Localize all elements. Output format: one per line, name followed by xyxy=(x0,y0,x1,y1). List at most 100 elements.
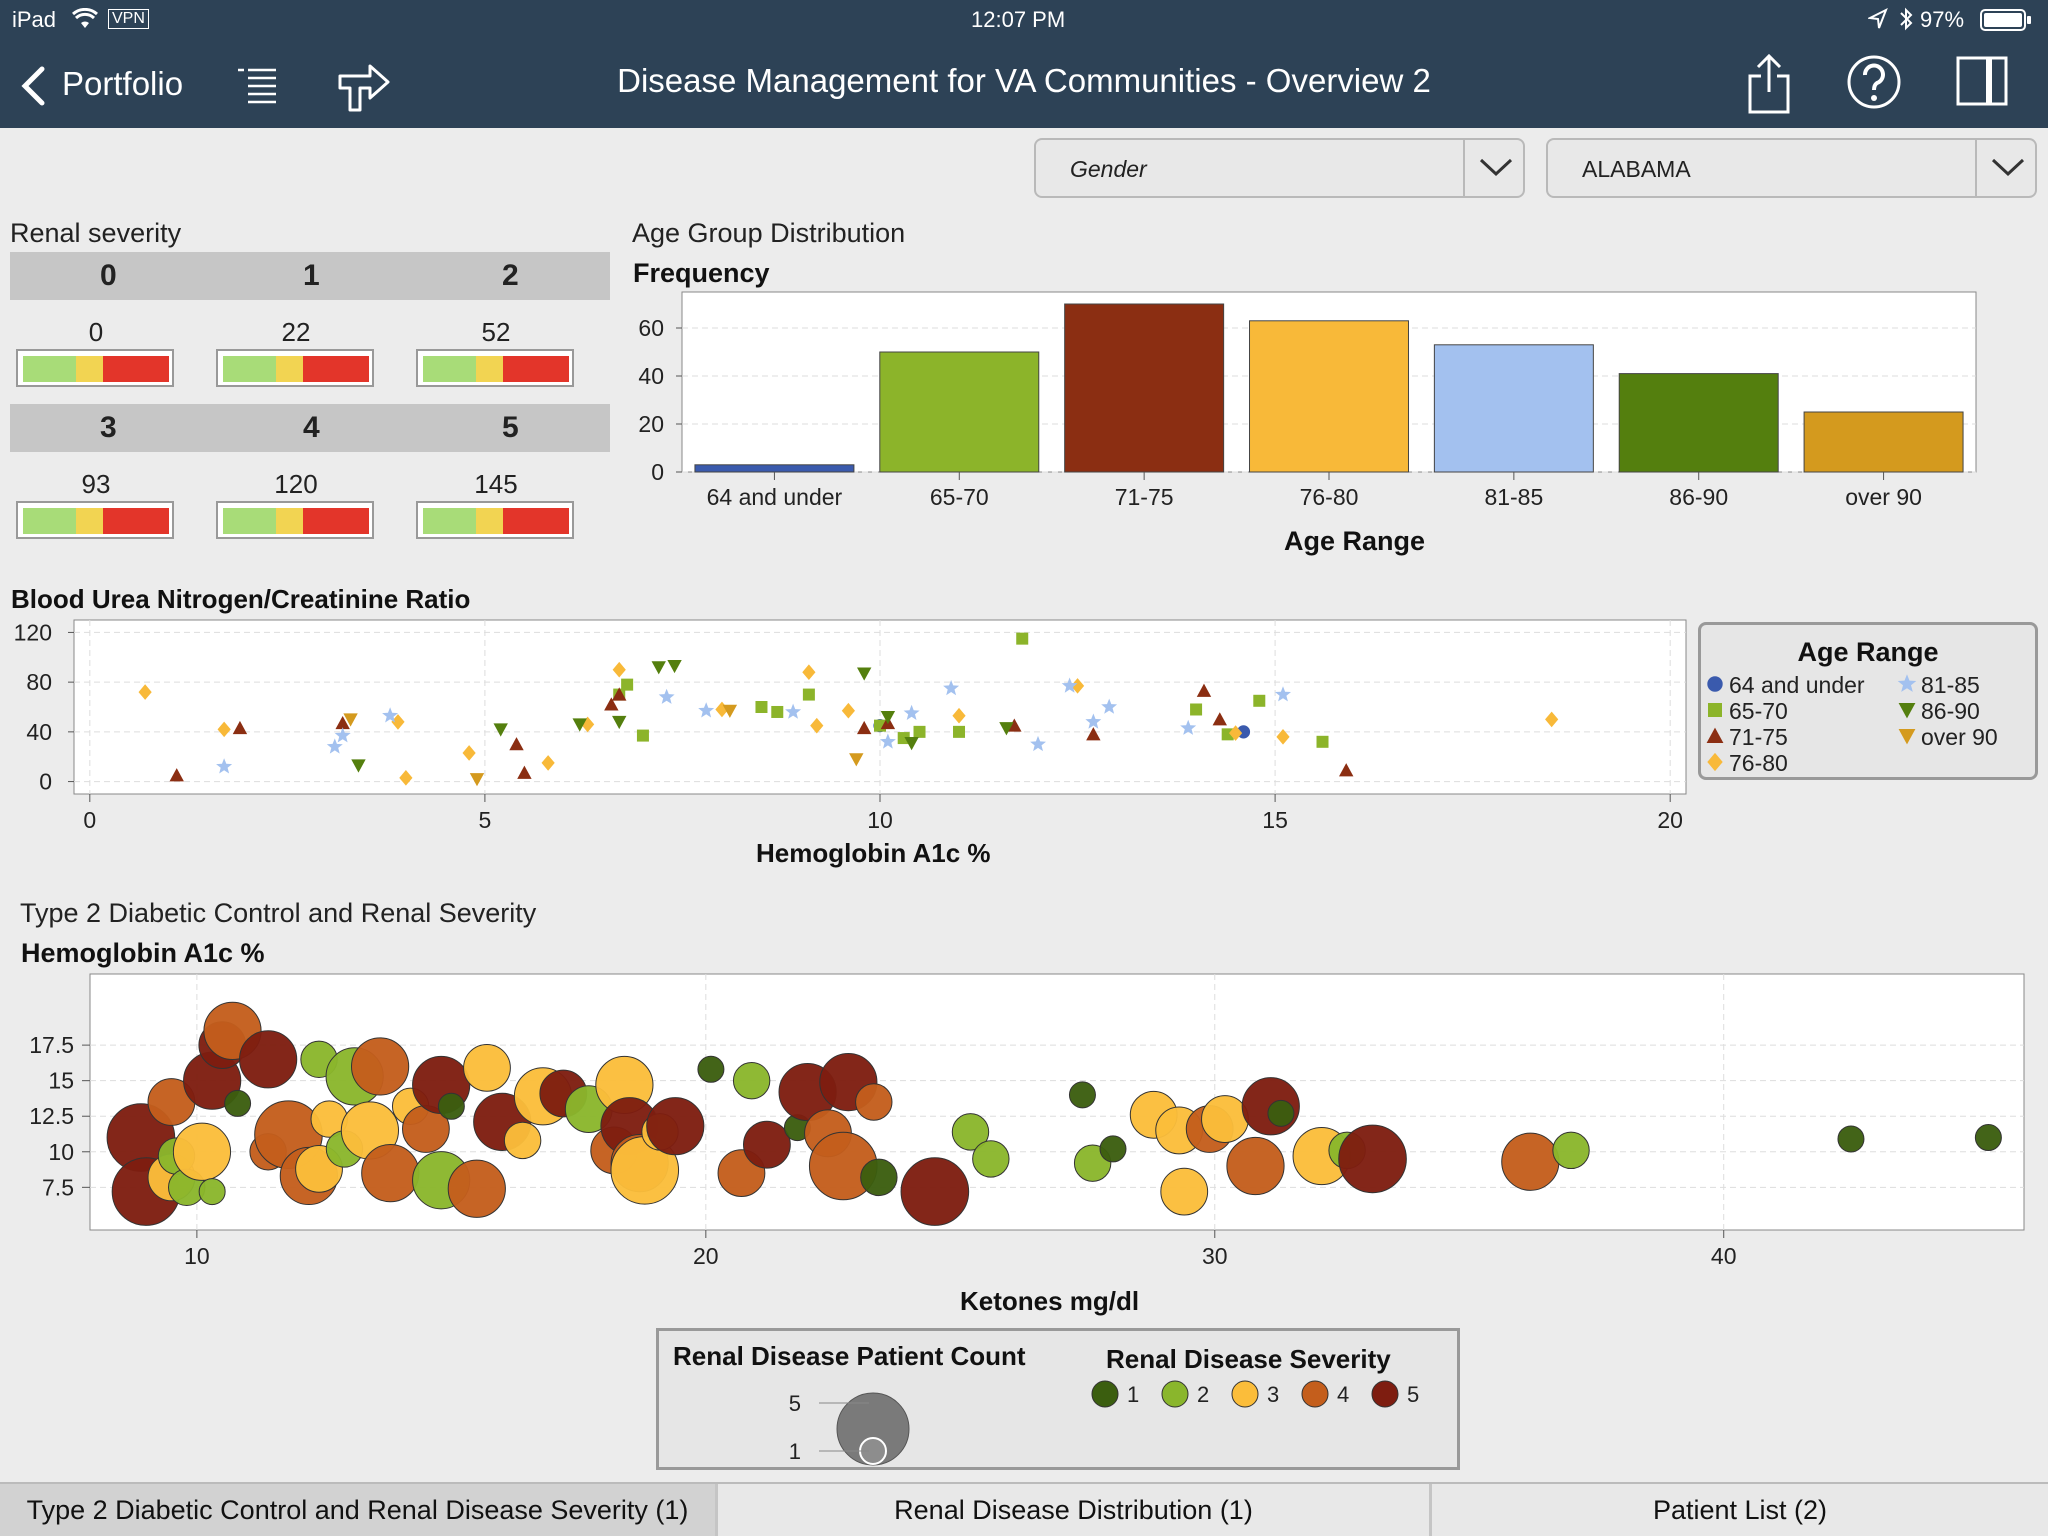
panel-toggle-icon[interactable] xyxy=(1956,56,2008,106)
scatter-point xyxy=(771,705,784,718)
bluetooth-icon xyxy=(1898,7,1914,37)
y-tick-label: 20 xyxy=(638,411,664,437)
scatter-point xyxy=(351,759,366,773)
bubble xyxy=(1201,1095,1249,1143)
share-icon[interactable] xyxy=(1746,54,1792,116)
bun-chart-xlabel: Hemoglobin A1c % xyxy=(756,838,991,868)
state-dropdown-button[interactable] xyxy=(1975,140,2035,196)
size-legend-title: Renal Disease Patient Count xyxy=(673,1341,1026,1371)
severity-legend-label: 1 xyxy=(1127,1382,1139,1407)
scatter-point xyxy=(999,722,1014,736)
y-tick-label: 10 xyxy=(48,1139,74,1165)
scatter-point xyxy=(169,768,184,782)
x-tick-label: 10 xyxy=(184,1243,210,1269)
gender-dropdown[interactable]: Gender xyxy=(1034,138,1525,198)
renal-header-row-1: 0 1 2 xyxy=(10,252,610,300)
x-tick-label: 76-80 xyxy=(1300,484,1359,510)
bubble xyxy=(1552,1131,1590,1170)
x-tick-label: 30 xyxy=(1202,1243,1228,1269)
scatter-point xyxy=(841,702,855,719)
chevron-left-icon xyxy=(18,66,48,111)
bubble xyxy=(1160,1167,1209,1216)
scatter-point xyxy=(493,723,508,737)
scatter-point xyxy=(1228,725,1243,741)
help-icon[interactable] xyxy=(1846,54,1902,110)
renal-gauge xyxy=(216,349,374,387)
tab-patient-list[interactable]: Patient List (2) xyxy=(1652,1495,1828,1525)
legend-label: 81-85 xyxy=(1921,672,1980,698)
bubble xyxy=(855,1083,893,1121)
renal-gauge xyxy=(16,349,174,387)
x-tick-label: 65-70 xyxy=(930,484,989,510)
scatter-point xyxy=(399,770,413,786)
y-tick-label: 60 xyxy=(638,315,664,341)
legend-marker xyxy=(1708,703,1722,717)
x-tick-label: 64 and under xyxy=(707,484,843,510)
bubble xyxy=(1974,1124,2002,1152)
scatter-point xyxy=(1180,719,1197,735)
bubble xyxy=(503,1121,542,1160)
x-tick-label: 5 xyxy=(479,807,492,833)
size-legend-label: 1 xyxy=(789,1439,801,1464)
bar-76-80 xyxy=(1249,320,1409,473)
state-dropdown-label: ALABAMA xyxy=(1582,156,1691,182)
legend-label: 86-90 xyxy=(1921,698,1980,724)
renal-level-label: 1 xyxy=(303,259,320,292)
renal-count: 145 xyxy=(474,469,518,499)
x-tick-label: 20 xyxy=(693,1243,719,1269)
battery-percent: 97% xyxy=(1920,7,1965,32)
x-tick-label: 0 xyxy=(83,807,96,833)
age-chart-ylabel: Frequency xyxy=(633,258,770,288)
bubble xyxy=(1501,1132,1560,1191)
back-label: Portfolio xyxy=(62,65,184,102)
renal-gauge xyxy=(16,501,174,539)
y-tick-label: 40 xyxy=(638,363,664,389)
bubble-chart-ylabel: Hemoglobin A1c % xyxy=(21,938,265,968)
legend-marker xyxy=(1707,676,1723,692)
state-dropdown[interactable]: ALABAMA xyxy=(1546,138,2037,198)
scatter-point xyxy=(469,773,485,787)
age-bar-chart: 0 20 40 60 64 and under 65-70 71-75 76-80 81-85 8… xyxy=(638,291,1977,510)
gender-dropdown-label: Gender xyxy=(1070,156,1147,182)
scatter-point xyxy=(335,715,350,730)
device-label: iPad xyxy=(12,7,57,32)
renal-gauge xyxy=(216,501,374,539)
legend-marker xyxy=(1897,674,1917,692)
renal-level-label: 5 xyxy=(502,411,519,444)
y-tick-label: 80 xyxy=(26,669,52,695)
severity-legend-swatch xyxy=(1091,1380,1119,1408)
chevron-down-icon xyxy=(1991,156,2025,184)
scatter-point xyxy=(1085,713,1102,729)
scatter-point xyxy=(612,661,626,678)
bubble xyxy=(1099,1135,1127,1163)
bubble xyxy=(1267,1099,1295,1127)
scatter-point xyxy=(138,684,152,700)
bar-86-90 xyxy=(1618,373,1779,473)
x-tick-label: 40 xyxy=(1711,1243,1737,1269)
back-button[interactable]: Portfolio xyxy=(18,60,198,108)
list-icon[interactable] xyxy=(236,64,278,106)
renal-count: 120 xyxy=(274,469,318,499)
clock: 12:07 PM xyxy=(971,7,1066,32)
scatter-point xyxy=(943,680,960,696)
scatter-point xyxy=(903,704,920,720)
scatter-point xyxy=(1190,703,1203,716)
wifi-icon xyxy=(72,7,98,36)
scatter-point xyxy=(612,687,627,701)
renal-severity-title: Renal severity xyxy=(10,218,182,248)
bubble xyxy=(437,1092,465,1120)
y-tick-label: 12.5 xyxy=(29,1103,74,1129)
scatter-point xyxy=(217,721,231,738)
bubble xyxy=(732,1061,771,1100)
y-tick-label: 15 xyxy=(48,1068,74,1094)
x-tick-label: 15 xyxy=(1262,807,1288,833)
x-tick-label: 20 xyxy=(1657,807,1683,833)
navigate-icon[interactable] xyxy=(336,58,392,114)
tab-diabetic-control[interactable]: Type 2 Diabetic Control and Renal Diseas… xyxy=(0,1484,718,1536)
bottom-tab-bar: Type 2 Diabetic Control and Renal Diseas… xyxy=(0,1482,2048,1536)
scatter-point xyxy=(517,765,532,779)
tab-renal-distribution[interactable]: Renal Disease Distribution (1) xyxy=(718,1484,1432,1536)
scatter-point xyxy=(232,720,248,735)
scatter-point xyxy=(1316,735,1329,748)
gender-dropdown-button[interactable] xyxy=(1463,140,1523,196)
